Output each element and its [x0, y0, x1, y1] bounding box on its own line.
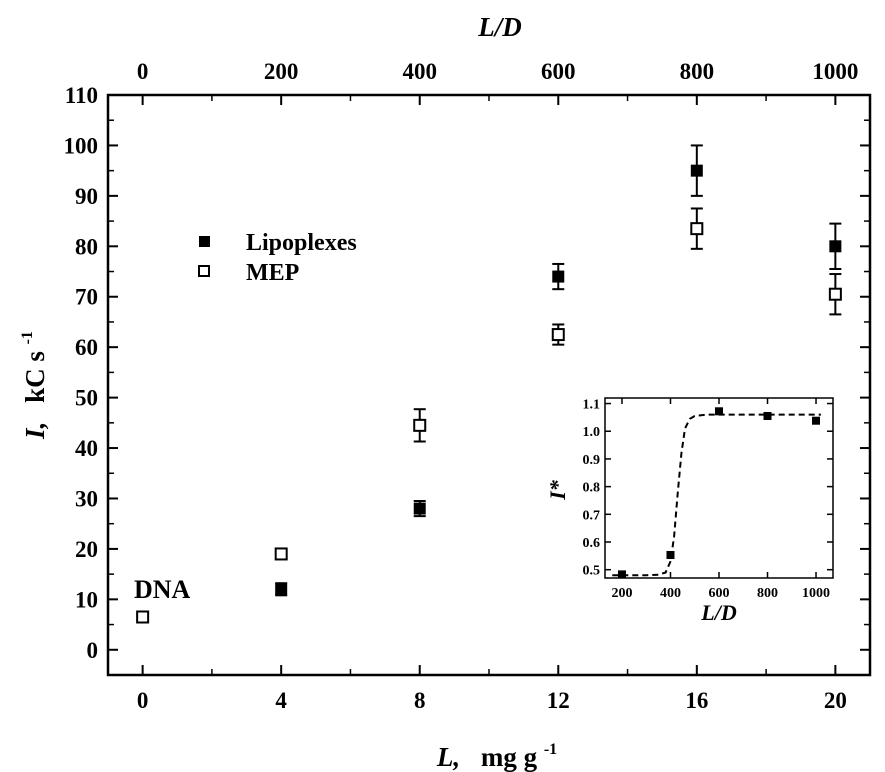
inset-x-tick-label: 600	[709, 586, 730, 601]
top-tick-label: 0	[137, 59, 149, 84]
inset-y-tick-label: 0.9	[583, 453, 601, 468]
mep-point	[551, 328, 565, 342]
inset-y-axis-title: I*	[545, 479, 570, 501]
y-tick-label: 50	[75, 386, 98, 411]
mep-point	[136, 610, 150, 624]
y-tick-label: 30	[75, 486, 98, 511]
y-axis-title: I, kC s -1	[19, 331, 50, 440]
inset-point	[666, 551, 675, 560]
inset-data-points	[617, 407, 821, 579]
y-tick-label: 0	[87, 638, 99, 663]
y-tick-label: 60	[75, 335, 98, 360]
inset-x-axis-title: L/D	[700, 600, 737, 625]
main-axis-ticks: 0 4 8 12 16 200 200 400 600 800 100001020304050607…	[64, 59, 870, 713]
top-tick-label: 400	[402, 59, 437, 84]
inset-y-tick-label: 0.7	[583, 508, 601, 523]
y-tick-label: 10	[75, 587, 98, 612]
y-axis-title-units: kC s	[20, 351, 50, 403]
top-tick-label: 800	[680, 59, 715, 84]
inset-y-tick-label: 0.8	[583, 481, 601, 496]
legend-marker-mep	[198, 265, 210, 277]
inset-y-tick-label: 0.6	[583, 536, 601, 551]
main-plot-frame	[106, 93, 872, 677]
main-data-points	[136, 144, 842, 624]
lipoplexes-point	[690, 164, 703, 177]
inset-y-tick-label: 1.1	[583, 398, 601, 413]
inset-point	[763, 412, 772, 420]
x-axis-title-var: L,	[436, 742, 460, 772]
y-tick-label: 90	[75, 184, 98, 209]
x-tick-label: 0	[137, 688, 149, 713]
legend-label-lipoplexes: Lipoplexes	[246, 230, 357, 256]
x-tick-label: 12	[547, 688, 570, 713]
inset-x-tick-label: 200	[611, 586, 632, 601]
inset-x-tick-label: 1000	[802, 586, 830, 601]
mep-point	[690, 222, 704, 236]
y-tick-label: 20	[75, 537, 98, 562]
legend-marker-lipoplexes	[199, 236, 210, 247]
lipoplexes-point	[413, 502, 426, 515]
inset-fit-curve	[612, 413, 821, 577]
x-tick-label: 8	[414, 688, 426, 713]
mep-point	[413, 418, 427, 432]
lipoplexes-point	[275, 583, 288, 596]
inset-plot: 200 400 600 800 1000 0.5 0.6 0.7 0.8 0.9 1.0 1.1 L/…	[545, 397, 834, 625]
legend: Lipoplexes MEP	[198, 230, 357, 286]
x-axis-title-sup: -1	[544, 741, 557, 758]
dna-annotation: DNA	[134, 575, 191, 604]
y-tick-label: 80	[75, 234, 98, 259]
top-tick-label: 1000	[812, 59, 858, 84]
x-tick-label: 4	[275, 688, 287, 713]
y-axis-title-var: I,	[20, 422, 50, 440]
lipoplexes-point	[829, 240, 842, 253]
y-tick-label: 110	[65, 83, 98, 108]
inset-point	[715, 407, 723, 416]
inset-y-tick-label: 0.5	[583, 564, 601, 579]
x-tick-label: 16	[685, 688, 708, 713]
inset-point	[812, 416, 821, 425]
mep-point	[828, 287, 842, 301]
inset-x-tick-label: 800	[757, 586, 778, 601]
y-tick-label: 70	[75, 285, 98, 310]
inset-x-tick-label: 400	[660, 586, 681, 601]
x-axis-title: L, mg g -1	[436, 741, 557, 772]
inset-axis-ticks: 200 400 600 800 1000 0.5 0.6 0.7 0.8 0.9 1.0 1.1	[583, 398, 833, 601]
legend-label-mep: MEP	[246, 260, 299, 286]
top-tick-label: 200	[264, 59, 299, 84]
mep-point	[274, 547, 288, 561]
y-axis-title-sup: -1	[19, 331, 36, 344]
inset-plot-frame	[604, 397, 834, 579]
inset-y-tick-label: 1.0	[583, 425, 601, 440]
x-tick-label: 20	[824, 688, 847, 713]
top-axis-title: L/D	[477, 12, 522, 42]
y-tick-label: 40	[75, 436, 98, 461]
inset-point	[617, 570, 626, 579]
lipoplexes-point	[552, 270, 565, 283]
y-tick-label: 100	[64, 133, 99, 158]
x-axis-title-units: mg g	[481, 742, 538, 772]
top-tick-label: 600	[541, 59, 576, 84]
